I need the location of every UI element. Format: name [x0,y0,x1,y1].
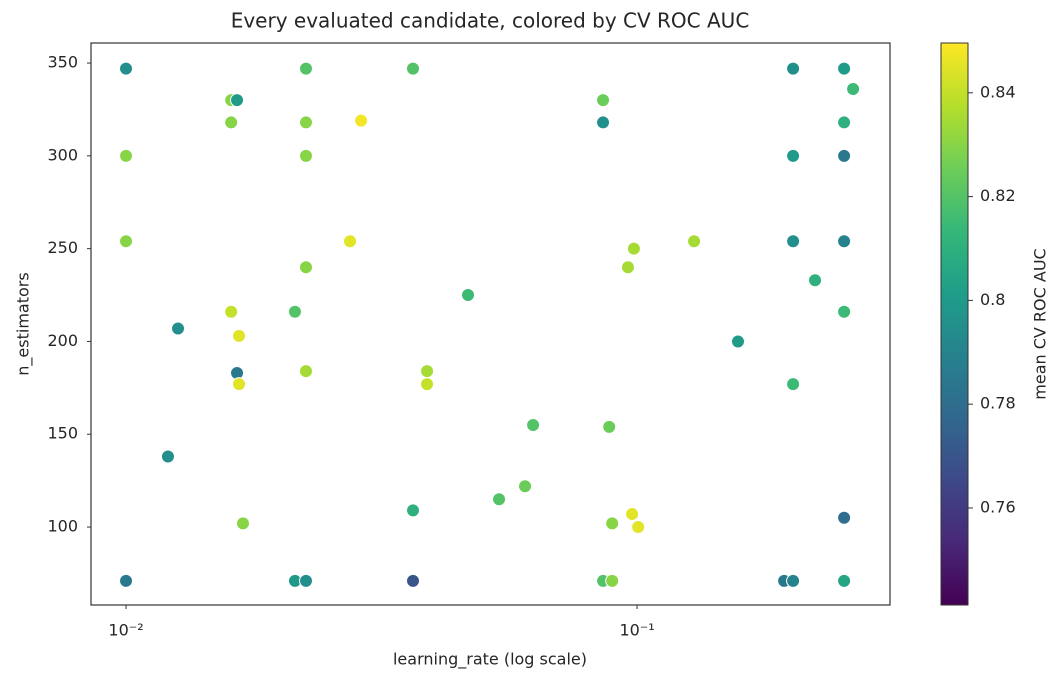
colorbar-tick-label: 0.8 [980,290,1005,309]
point [605,573,620,588]
point [298,148,313,163]
colorbar [940,42,969,606]
point [230,93,245,108]
point [837,510,852,525]
point [298,573,313,588]
point [596,115,611,130]
point [620,260,635,275]
point [786,377,801,392]
y-tick-label: 300 [47,145,78,164]
point [687,234,702,249]
point [786,234,801,249]
y-tick-label: 350 [47,53,78,72]
point [224,304,239,319]
point [232,328,247,343]
y-tick-label: 100 [47,517,78,536]
point [846,82,861,97]
point [837,115,852,130]
point [626,241,641,256]
point [526,417,541,432]
point [160,449,175,464]
x-tick-label: 10⁻² [108,621,143,640]
point [298,115,313,130]
point [837,304,852,319]
chart-title: Every evaluated candidate, colored by CV… [231,9,750,33]
point [837,234,852,249]
point [406,503,421,518]
point [786,148,801,163]
plot-frame [90,42,891,606]
point [492,492,507,507]
point [406,573,421,588]
point [236,516,251,531]
point [837,573,852,588]
point [119,573,134,588]
point [420,377,435,392]
x-tick-label: 10⁻¹ [619,621,654,640]
point [119,148,134,163]
colorbar-label: mean CV ROC AUC [1031,248,1050,399]
point [837,61,852,76]
point [731,334,746,349]
point [786,573,801,588]
point [461,288,476,303]
y-tick-label: 200 [47,331,78,350]
point [602,419,617,434]
point [625,507,640,522]
point [119,234,134,249]
point [232,377,247,392]
y-tick-label: 250 [47,238,78,257]
point [605,516,620,531]
point [406,61,421,76]
y-tick-label: 150 [47,424,78,443]
colorbar-tick-label: 0.78 [980,394,1016,413]
y-axis-label: n_estimators [14,272,34,375]
point [343,234,358,249]
colorbar-tick-label: 0.82 [980,186,1016,205]
point [518,479,533,494]
point [420,364,435,379]
point [298,364,313,379]
point [596,93,611,108]
point [298,260,313,275]
point [287,304,302,319]
point [119,61,134,76]
point [808,273,823,288]
colorbar-tick-label: 0.76 [980,497,1016,516]
point [354,113,369,128]
point [224,115,239,130]
point [786,61,801,76]
x-axis-label: learning_rate (log scale) [393,650,587,670]
point [171,321,186,336]
point [631,520,646,535]
point [298,61,313,76]
colorbar-tick-label: 0.84 [980,82,1016,101]
point [837,148,852,163]
